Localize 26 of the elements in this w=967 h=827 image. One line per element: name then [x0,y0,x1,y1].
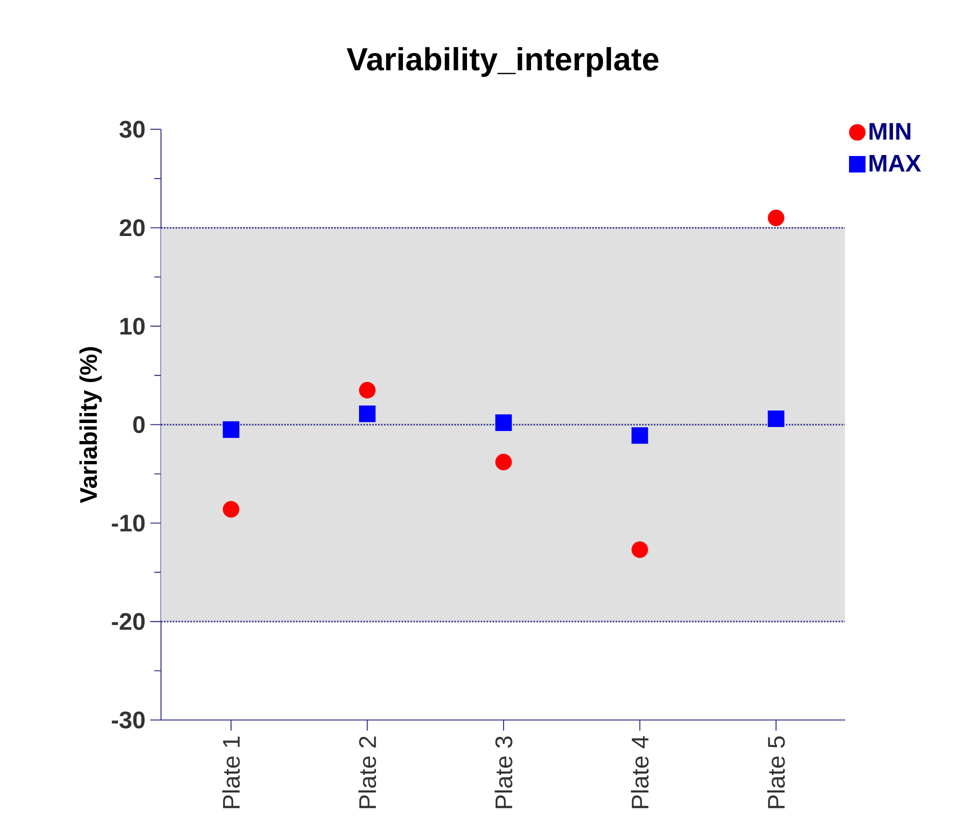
y-tick-label: 30 [119,120,145,138]
legend-label: MIN [870,123,910,140]
point [495,414,512,431]
x-tick-label: Plate 2 [358,736,376,808]
x-tick-label: Plate 3 [494,736,512,808]
point [222,501,240,518]
legend-label: MAX [870,154,922,172]
point [768,210,784,226]
y-tick-label: 10 [120,318,145,335]
point [768,410,784,428]
x-tick-label: Plate 4 [630,736,649,808]
x-tick-label: Plate 1 [222,736,240,808]
y-tick-label: -20 [112,613,145,630]
y-tick-label: -30 [112,711,145,728]
point [632,541,648,558]
y-tick-label: 20 [120,219,145,236]
x-tick-label: Plate 5 [767,736,785,808]
chart-title: Variability_interplate [346,47,658,77]
point [222,421,240,438]
point [495,454,512,470]
point [359,382,376,398]
y-axis-title: Variability (%) [79,347,102,504]
y-tick-label: -10 [112,514,145,532]
y-tick-label: 0 [133,416,145,434]
point [359,406,376,422]
point [632,427,648,444]
